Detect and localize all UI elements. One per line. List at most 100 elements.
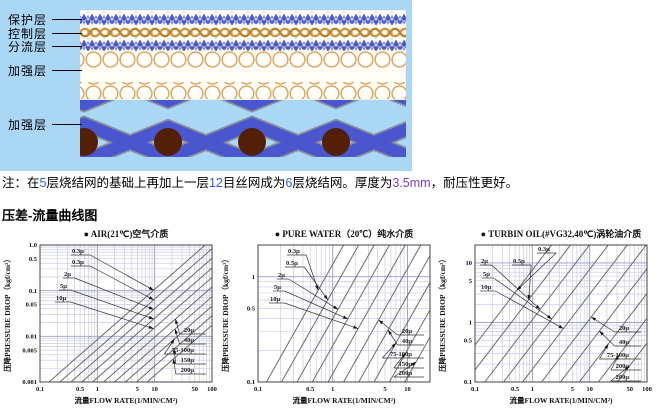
x-tick-label: 0.5 (511, 386, 520, 393)
curve-label: 75-100μ (390, 351, 412, 358)
y-tick-label: 0.005 (22, 347, 37, 354)
x-tick-label: 10 (151, 386, 158, 393)
curve-label: 5μ (274, 284, 281, 291)
flow-curve (541, 245, 647, 382)
plot-frame (257, 244, 431, 383)
x-tick-label: 0.1 (471, 386, 479, 393)
label-leader-line (52, 70, 83, 71)
y-tick-label: 5 (469, 278, 473, 285)
label-leader-line (52, 19, 83, 20)
leader-arrow (527, 294, 531, 300)
note-text: 注：在5层烧结网的基础上再加上一层12目丝网成为6层烧结网。厚度为3.5mm，耐… (2, 172, 658, 191)
curve-label: 75-100μ (607, 352, 629, 359)
x-tick-label: 5 (136, 386, 140, 393)
curve-label: 40μ (619, 339, 630, 346)
flow-curve (578, 292, 647, 382)
distribution-layer-band (80, 38, 406, 51)
flow-curves (48, 245, 212, 382)
leader-arrow (174, 329, 178, 334)
curve-label: 20μ (184, 327, 195, 334)
y-axis-label: 压降PRESSURE DROP（kgf/cm²） (220, 255, 230, 372)
layer-label-protective: 保护层 (8, 11, 83, 28)
curve-label: 10μ (270, 296, 281, 303)
mesh-layer-art (0, 0, 412, 171)
support-circles-row-1 (80, 51, 406, 68)
flow-curve (103, 286, 212, 382)
x-tick-label: 50 (191, 386, 198, 393)
leader-arrow (391, 343, 396, 348)
y-tick-label: 1 (252, 274, 255, 281)
curve-label: 5μ (483, 271, 490, 278)
x-tick-label: 10 (404, 386, 411, 393)
leader-arrow (615, 355, 619, 360)
note-segment: 层烧结网的基础上再加上一层 (46, 176, 209, 190)
leader-arrow (546, 314, 552, 319)
note-segment: ，耐压性更好。 (430, 176, 519, 190)
flow-curve (114, 295, 212, 382)
leader-arrow (604, 344, 609, 349)
leader-arrow (148, 306, 154, 310)
flow-curves (266, 245, 430, 382)
curve-label: 200μ (399, 370, 413, 377)
flow-curve (475, 245, 571, 371)
y-tick-label: 0.1 (29, 288, 37, 295)
plot-frame (39, 244, 213, 383)
chart-title: ● TURBIN OIL(#VG32,40℃)涡轮油介质 (481, 228, 642, 239)
flow-curve (81, 267, 212, 382)
flow-curve (136, 315, 212, 382)
x-tick-label: 0.1 (254, 386, 262, 393)
leader-arrow (388, 330, 392, 335)
note-segment: 3.5mm (392, 176, 431, 190)
chart-air: 0.1 0.5 1 5 10 50 100 1.0 0.5 0.1 0.05 0.01 0.005 0.0… (2, 228, 217, 405)
axes: 0.1 0.5 1 5 10 50 100 1.0 0.5 0.1 0.05 0.01 0.005 0.0… (2, 228, 217, 405)
y-tick-label: 0.1 (247, 379, 255, 386)
y-tick-label: 10 (466, 260, 473, 267)
flow-curve (48, 245, 206, 382)
flow-curve (404, 336, 430, 382)
flow-curve (522, 245, 628, 382)
x-tick-label: 1 (331, 386, 334, 393)
y-tick-label: 0.5 (464, 338, 473, 345)
curve-label: 200μ (616, 374, 630, 381)
x-axis-label: 流量FLOW RATE(1/MIN/CM²) (74, 395, 178, 405)
x-tick-label: 10 (586, 386, 593, 393)
flow-curve (484, 245, 590, 382)
leader-arrow (170, 339, 175, 344)
y-tick-label: 0.01 (26, 334, 37, 341)
mesh-layer-diagram: 保护层 控制层 分流层 加强层 加强层 (0, 0, 412, 171)
note-segment: 5 (39, 176, 47, 190)
control-layer-band (80, 25, 406, 38)
support-circles-row-2 (80, 82, 406, 99)
note-segment: 注：在 (2, 176, 40, 190)
x-tick-label: 5 (383, 386, 387, 393)
curve-label: 0.5μ (286, 260, 298, 267)
curve-label: 200μ (181, 367, 195, 374)
leader-arrow (175, 319, 179, 324)
layer-label-reinforce-1: 加强层 (8, 62, 83, 79)
leader-arrow (148, 296, 154, 300)
leader-arrow (148, 325, 154, 329)
note-segment: 12 (208, 176, 223, 190)
layer-label-text: 加强层 (8, 64, 48, 78)
leader-arrow (401, 353, 406, 358)
leader-arrow (342, 315, 348, 319)
note-segment: 目丝网成为 (222, 176, 286, 190)
curve-label: 0.5μ (513, 258, 525, 265)
curve-label: 20μ (402, 328, 413, 335)
reinforcement-weave-band (80, 100, 406, 157)
x-tick-label: 100 (207, 386, 217, 393)
layer-label-reinforce-2: 加强层 (8, 116, 83, 133)
curve-label: 2μ (481, 258, 488, 265)
x-axis-label: 流量FLOW RATE(1/MIN/CM²) (509, 395, 613, 405)
leader-arrow (148, 315, 154, 319)
x-tick-label: 0.5 (76, 386, 85, 393)
flow-curve (388, 308, 430, 382)
label-leader-line (52, 33, 83, 34)
layer-label-text: 控制层 (8, 27, 48, 41)
section-title: 压差-流量曲线图 (2, 208, 98, 223)
chart-title: ● AIR(21℃)空气介质 (84, 228, 169, 239)
curve-label: 0.3μ (288, 248, 300, 255)
x-tick-label: 5 (571, 386, 575, 393)
